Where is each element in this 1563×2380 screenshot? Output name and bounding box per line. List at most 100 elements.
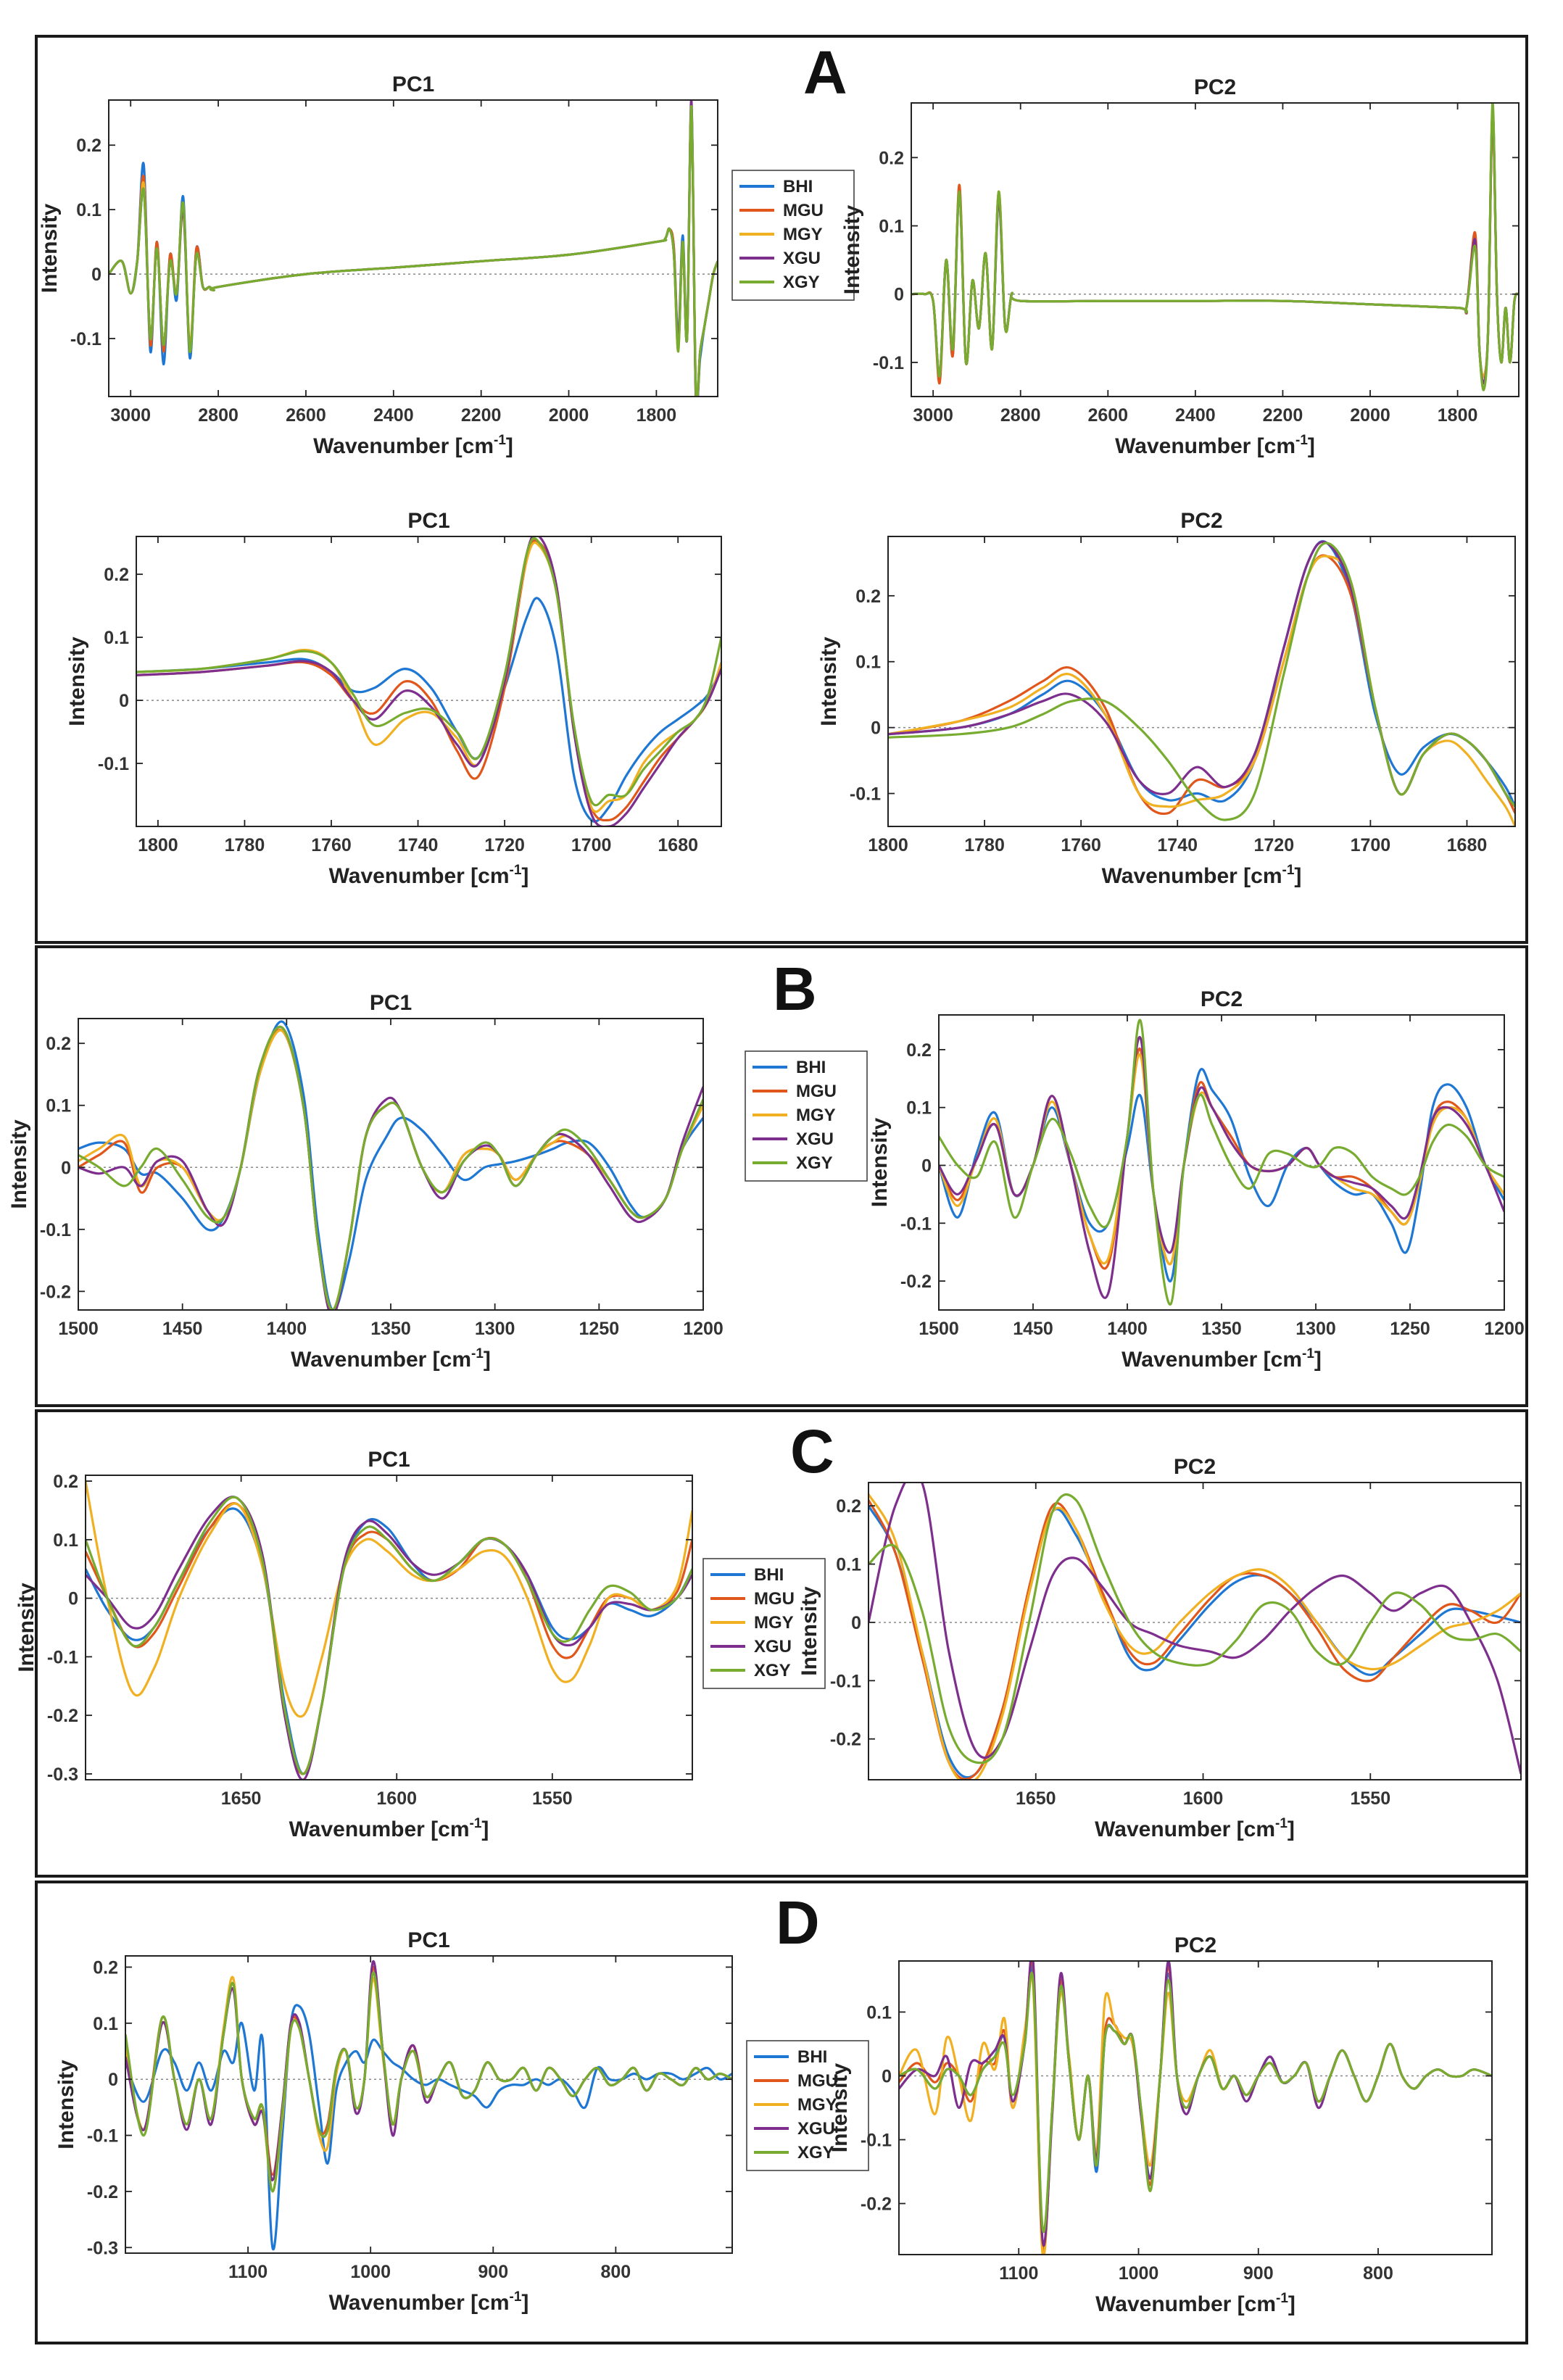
series-line-bhi: [868, 1505, 1521, 1779]
x-tick-label: 1760: [311, 835, 352, 855]
y-tick-label: -0.1: [861, 2131, 892, 2151]
axes-box: [136, 536, 722, 827]
series-line-xgy: [899, 1971, 1492, 2233]
y-tick-label: -0.1: [40, 1220, 71, 1240]
chart-title: PC2: [1174, 1455, 1216, 1479]
y-tick-label: 0.1: [879, 217, 904, 237]
x-tick-label: 1450: [1013, 1319, 1053, 1339]
x-tick-label: 1650: [1016, 1788, 1056, 1809]
chart-title: PC2: [1180, 509, 1222, 533]
y-tick-label: 0.1: [93, 2014, 118, 2034]
plot-area: [888, 536, 1515, 826]
x-tick-label: 1650: [221, 1788, 262, 1809]
y-tick-label: 0.1: [836, 1555, 861, 1575]
x-axis-label: Wavenumber [cm-1]: [1122, 1346, 1322, 1372]
y-axis-label: Intensity: [840, 205, 864, 295]
x-tick-label: 2000: [549, 405, 589, 426]
y-axis-label: Intensity: [828, 2063, 852, 2153]
legend-label-xgu: XGU: [783, 249, 821, 268]
y-tick-label: 0.2: [53, 1472, 78, 1492]
x-tick-label: 1800: [1438, 405, 1478, 426]
x-tick-label: 1800: [138, 835, 178, 855]
axes-box: [108, 99, 718, 397]
y-axis-label: Intensity: [797, 1586, 821, 1676]
x-tick-label: 1250: [1390, 1319, 1430, 1339]
y-tick-label: 0.2: [855, 586, 881, 607]
x-tick-label: 1800: [868, 835, 908, 855]
y-tick-label: 0.1: [46, 1096, 71, 1116]
y-tick-label: 0.1: [866, 2002, 892, 2023]
y-axis-label: Intensity: [38, 204, 62, 294]
x-tick-label: 1600: [376, 1788, 417, 1809]
x-tick-label: 2800: [198, 405, 239, 426]
x-tick-label: 1200: [683, 1319, 724, 1339]
legend-label-xgu: XGU: [797, 2119, 835, 2139]
y-tick-label: 0: [871, 718, 881, 739]
chart-title: PC1: [368, 1448, 410, 1472]
y-tick-label: 0: [68, 1589, 78, 1609]
x-tick-label: 1500: [919, 1319, 959, 1339]
series-line-xgu: [868, 1483, 1521, 1775]
x-tick-label: 1680: [658, 835, 698, 855]
x-tick-label: 1200: [1484, 1319, 1525, 1339]
series-line-bhi: [125, 2004, 732, 2251]
x-axis-label: Wavenumber [cm-1]: [329, 2289, 529, 2315]
y-tick-label: 0.2: [906, 1040, 932, 1061]
panel-label-a: A: [803, 38, 847, 107]
x-tick-label: 1800: [637, 405, 677, 426]
x-tick-label: 1740: [398, 835, 439, 855]
x-tick-label: 900: [478, 2262, 508, 2282]
y-tick-label: -0.2: [87, 2182, 118, 2202]
legend-label-mgy: MGY: [754, 1613, 794, 1633]
panel-label-d: D: [776, 1888, 820, 1957]
x-tick-label: 1300: [1295, 1319, 1336, 1339]
y-tick-label: 0.1: [855, 652, 881, 673]
y-tick-label: -0.2: [830, 1730, 861, 1750]
y-tick-label: 0: [894, 285, 904, 305]
y-tick-label: 0.1: [906, 1098, 932, 1119]
x-tick-label: 1780: [964, 835, 1005, 855]
axes-box: [868, 1482, 1522, 1780]
legend-label-bhi: BHI: [783, 177, 813, 196]
chart-title: PC1: [407, 509, 449, 533]
y-tick-label: -0.2: [40, 1282, 71, 1302]
legend-label-xgy: XGY: [754, 1661, 791, 1680]
x-tick-label: 1100: [228, 2262, 268, 2282]
y-tick-label: -0.2: [47, 1706, 78, 1726]
y-tick-label: 0.1: [53, 1530, 78, 1551]
axes-box: [911, 102, 1520, 397]
legend-label-mgu: MGU: [797, 2071, 838, 2091]
x-tick-label: 2800: [1000, 405, 1041, 426]
series-line-mgy: [888, 555, 1515, 826]
legend-label-xgy: XGY: [783, 273, 820, 292]
y-axis-label: Intensity: [54, 2060, 78, 2149]
x-tick-label: 2200: [461, 405, 502, 426]
series-line-xgy: [911, 103, 1519, 391]
axes-box: [898, 1960, 1493, 2255]
legend-label-xgy: XGY: [796, 1153, 833, 1173]
y-axis-label: Intensity: [817, 637, 841, 726]
x-tick-label: 2000: [1350, 405, 1390, 426]
chart-title: PC2: [1174, 1933, 1216, 1957]
legend-label-mgu: MGU: [783, 201, 824, 220]
panel-label-b: B: [773, 955, 817, 1023]
legend-label-mgy: MGY: [783, 225, 823, 244]
series-line-xgy: [86, 1496, 692, 1775]
series-line-xgy: [109, 105, 718, 397]
x-tick-label: 1500: [58, 1319, 99, 1339]
x-tick-label: 1300: [475, 1319, 515, 1339]
series-line-mgy: [86, 1480, 692, 1718]
y-tick-label: -0.1: [850, 784, 881, 805]
y-tick-label: 0.2: [104, 565, 129, 585]
y-axis-label: Intensity: [14, 1583, 38, 1672]
y-tick-label: 0.1: [104, 628, 129, 648]
x-axis-label: Wavenumber [cm-1]: [329, 863, 529, 888]
x-tick-label: 2600: [286, 405, 326, 426]
x-tick-label: 900: [1243, 2263, 1274, 2284]
